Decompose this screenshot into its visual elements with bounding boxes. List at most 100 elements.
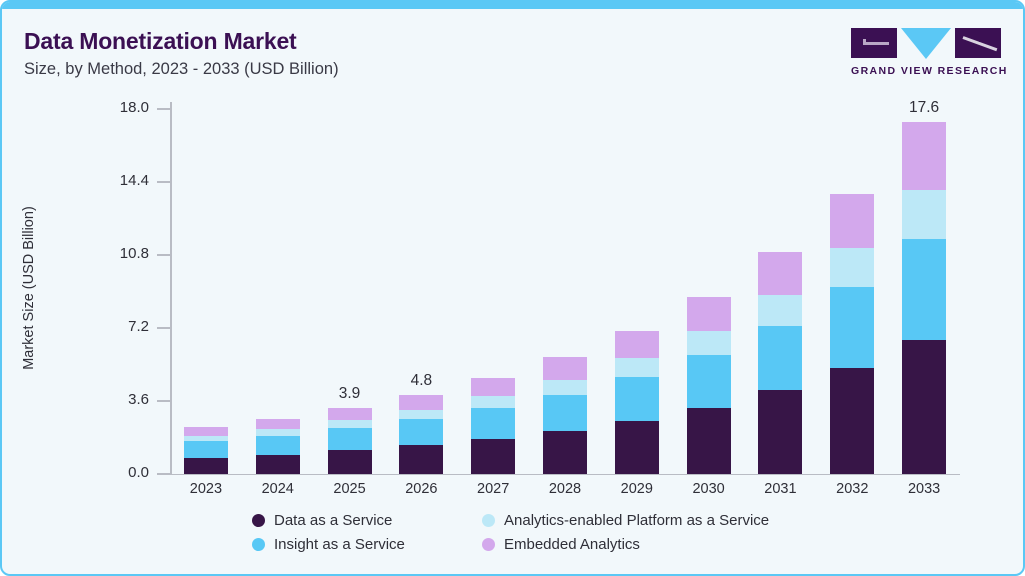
x-axis-line <box>170 473 960 475</box>
y-axis-ticks: 0.0 3.6 7.2 10.8 14.4 18.0 <box>87 2 149 574</box>
x-axis-tick-label: 2023 <box>189 481 223 497</box>
legend-item-label: Embedded Analytics <box>504 536 640 553</box>
logo-mark <box>851 28 1001 60</box>
y-axis-tick <box>157 108 170 110</box>
y-axis-tick <box>157 327 170 329</box>
bar-segment[interactable] <box>183 427 228 436</box>
bar-segment[interactable] <box>686 354 731 408</box>
bar-segment[interactable] <box>758 295 803 326</box>
bar-value-label: 3.9 <box>338 384 361 402</box>
bar-segment[interactable] <box>255 419 300 430</box>
bar-segment[interactable] <box>399 419 444 446</box>
bar-segment[interactable] <box>183 440 228 458</box>
bar-segment[interactable] <box>399 394 444 410</box>
stacked-bar[interactable] <box>471 378 516 474</box>
stacked-bar[interactable]: 3.9 <box>327 385 372 474</box>
bar-segment[interactable] <box>614 358 659 378</box>
bar-segment[interactable] <box>183 435 228 441</box>
bar-segment[interactable] <box>327 450 372 474</box>
y-axis-tick-label: 3.6 <box>128 391 149 408</box>
y-axis-tick-label: 0.0 <box>128 464 149 481</box>
bar-segment[interactable] <box>902 121 947 190</box>
legend-color-swatch-icon <box>482 538 495 551</box>
stacked-bar[interactable] <box>183 427 228 474</box>
bar-segment[interactable] <box>255 454 300 474</box>
bar-segment[interactable] <box>614 331 659 359</box>
stacked-bar[interactable] <box>758 252 803 474</box>
bar-segment[interactable] <box>255 429 300 436</box>
bar-series-container: 2023 2024 3.9 2025 4.8 2026 2027 2028 2029 2030 20… <box>170 2 960 574</box>
stacked-bar[interactable] <box>255 419 300 474</box>
bar-segment[interactable] <box>327 427 372 451</box>
stacked-bar[interactable]: 4.8 <box>399 372 444 474</box>
bar-segment[interactable] <box>471 378 516 397</box>
bar-segment[interactable] <box>543 379 587 395</box>
x-axis-tick-label: 2025 <box>333 481 366 497</box>
bar-segment[interactable] <box>471 438 516 474</box>
bar-segment[interactable] <box>543 394 587 432</box>
stacked-bar[interactable] <box>614 331 659 474</box>
bar-segment[interactable] <box>686 330 731 355</box>
bar-segment[interactable] <box>543 431 587 474</box>
bar-segment[interactable] <box>471 396 516 409</box>
bar-segment[interactable] <box>902 339 947 474</box>
y-axis-tick <box>157 254 170 256</box>
y-axis-tick-label: 7.2 <box>128 318 149 335</box>
legend-item[interactable]: Data as a Service <box>252 512 452 529</box>
bar-value-label: 4.8 <box>410 371 433 389</box>
bar-segment[interactable] <box>902 239 947 340</box>
bar-segment[interactable] <box>830 287 875 368</box>
accent-top-bar <box>2 2 1023 9</box>
x-axis-tick-label: 2033 <box>907 481 941 497</box>
y-axis-tick <box>157 473 170 475</box>
bar-segment[interactable] <box>183 457 228 474</box>
legend-color-swatch-icon <box>482 514 495 527</box>
stacked-bar[interactable] <box>686 296 731 474</box>
bar-segment[interactable] <box>830 194 875 249</box>
legend-item[interactable]: Analytics-enabled Platform as a Service <box>482 512 769 529</box>
y-axis-label: Market Size (USD Billion) <box>21 206 37 370</box>
x-axis-tick-label: 2029 <box>620 481 653 497</box>
stacked-bar[interactable]: 17.6 <box>902 99 947 474</box>
legend-color-swatch-icon <box>252 538 265 551</box>
bar-segment[interactable] <box>471 408 516 439</box>
x-axis-tick-label: 2026 <box>405 481 438 497</box>
x-axis-tick-label: 2028 <box>548 481 582 497</box>
bar-segment[interactable] <box>399 445 444 474</box>
y-axis-tick-label: 18.0 <box>119 99 149 116</box>
stacked-bar[interactable] <box>543 357 587 474</box>
y-axis-tick <box>157 400 170 402</box>
r-block-icon <box>955 28 1001 58</box>
bar-segment[interactable] <box>758 252 803 296</box>
legend-item[interactable]: Insight as a Service <box>252 536 452 553</box>
bar-value-label: 17.6 <box>908 98 940 116</box>
legend-item-label: Insight as a Service <box>274 536 405 553</box>
bar-segment[interactable] <box>614 377 659 421</box>
bar-segment[interactable] <box>830 367 875 474</box>
legend-color-swatch-icon <box>252 514 265 527</box>
bar-segment[interactable] <box>327 407 372 421</box>
legend-item-label: Analytics-enabled Platform as a Service <box>504 512 770 529</box>
chart-legend: Data as a Service Analytics-enabled Platf… <box>252 512 769 553</box>
bar-segment[interactable] <box>686 407 731 474</box>
bar-segment[interactable] <box>327 420 372 428</box>
chart-header: Data Monetization Market Size, by Method… <box>24 26 339 81</box>
v-triangle-icon <box>901 28 951 59</box>
bar-segment[interactable] <box>686 296 731 331</box>
bar-segment[interactable] <box>758 325 803 391</box>
legend-item[interactable]: Embedded Analytics <box>482 536 769 553</box>
bar-segment[interactable] <box>758 390 803 474</box>
bar-segment[interactable] <box>543 357 587 380</box>
bar-segment[interactable] <box>902 189 947 240</box>
logo-text: GRAND VIEW RESEARCH <box>851 65 1008 77</box>
bar-segment[interactable] <box>255 435 300 455</box>
bar-segment[interactable] <box>614 420 659 474</box>
x-axis-tick-label: 2031 <box>764 481 797 497</box>
brand-logo: GRAND VIEW RESEARCH <box>851 28 1008 77</box>
bar-segment[interactable] <box>399 409 444 420</box>
page-title: Data Monetization Market <box>24 28 297 54</box>
bar-segment[interactable] <box>830 248 875 288</box>
stacked-bar[interactable] <box>830 194 875 474</box>
